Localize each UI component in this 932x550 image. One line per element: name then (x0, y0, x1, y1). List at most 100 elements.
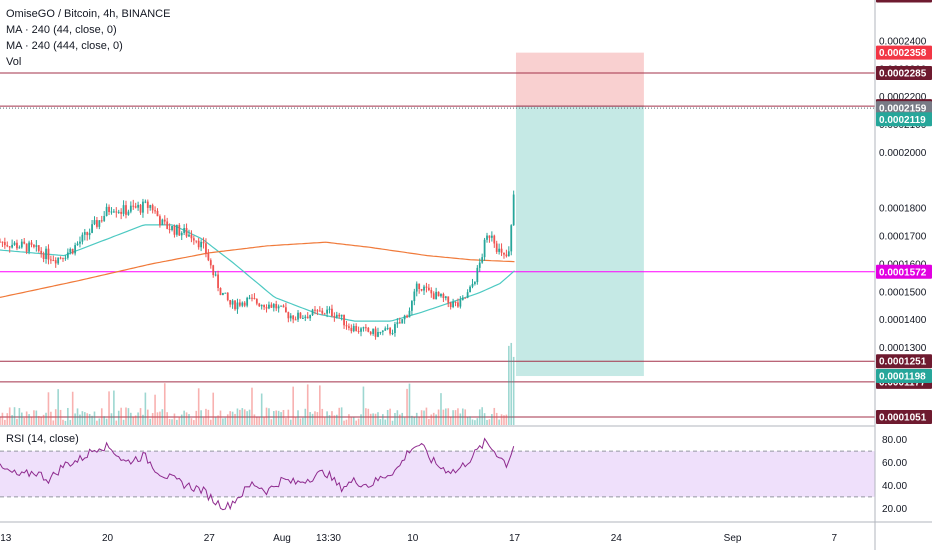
level-badge: 0.0001572 (879, 267, 927, 278)
volume-bar (277, 410, 280, 425)
volume-bar (369, 413, 372, 425)
volume-bar (386, 409, 389, 425)
volume-bar (239, 409, 241, 425)
candle-body (357, 330, 360, 332)
volume-bar (142, 414, 144, 425)
candle-body (260, 304, 263, 307)
volume-bar (328, 415, 331, 425)
candle-body (207, 253, 210, 261)
candle-body (384, 328, 387, 331)
volume-bar (382, 414, 384, 425)
volume-bar (432, 412, 435, 425)
volume-bar (464, 409, 467, 425)
volume-bar (418, 417, 420, 425)
candle-body (389, 327, 391, 334)
volume-bar (183, 410, 185, 425)
volume-bar (415, 412, 418, 425)
candle-body (493, 235, 496, 244)
volume-bar (498, 419, 500, 425)
candle-body (8, 246, 11, 248)
volume-bar (251, 387, 253, 425)
volume-bar (110, 413, 113, 425)
time-tick-label: Sep (724, 533, 742, 544)
candle-body (214, 274, 217, 276)
candle-body (457, 302, 459, 307)
candle-body (25, 243, 28, 252)
volume-bar (209, 419, 212, 425)
candle-body (331, 308, 333, 317)
volume-bar (1, 412, 4, 425)
volume-bar (445, 408, 447, 425)
candle-body (476, 267, 479, 283)
candle-body (200, 241, 203, 248)
level-badge-bg (876, 66, 932, 80)
volume-bar (306, 384, 309, 425)
volume-bar (379, 419, 382, 425)
candle-body (192, 238, 195, 241)
candle-body (20, 241, 23, 248)
volume-bar (113, 390, 115, 425)
candle-body (76, 243, 79, 246)
candle-body (132, 205, 135, 207)
volume-bar (64, 420, 67, 425)
volume-bar (154, 394, 156, 425)
volume-bar (396, 410, 399, 425)
candle-body (1, 241, 4, 243)
candle-body (275, 304, 278, 309)
volume-bar (139, 408, 142, 425)
candle-body (364, 327, 367, 329)
candle-body (88, 232, 91, 236)
candle-body (151, 205, 154, 211)
candle-body (289, 315, 292, 319)
candle-body (309, 315, 312, 319)
volume-bar (161, 409, 164, 425)
volume-bar (311, 413, 314, 425)
candle-body (510, 225, 513, 252)
volume-bar (195, 410, 198, 425)
candle-body (396, 322, 399, 325)
price-badges: 0.00025630.00022850.00021660.00015720.00… (876, 0, 932, 424)
candle-body (406, 315, 408, 318)
candle-body (219, 288, 222, 296)
candle-body (377, 332, 379, 337)
candle-body (134, 206, 137, 208)
volume-bar (309, 412, 311, 425)
volume-bar (423, 410, 425, 425)
volume-bar (57, 389, 59, 425)
price-tick-label: 0.0002000 (879, 148, 927, 159)
candle-body (110, 211, 113, 213)
level-badge: 0.0001051 (879, 413, 927, 424)
volume-bar (285, 418, 287, 425)
price-tick-label: 0.0001700 (879, 232, 927, 243)
volume-bar (289, 419, 292, 425)
candle-body (464, 297, 467, 299)
volume-bar (6, 413, 9, 425)
rsi-legend: RSI (14, close) (6, 433, 79, 445)
volume-bar (226, 414, 229, 425)
candle-body (202, 241, 205, 244)
candle-body (292, 315, 295, 320)
price-tick-label: 0.0002200 (879, 92, 927, 103)
candle-body (18, 247, 21, 249)
candle-body (144, 201, 147, 203)
candle-body (394, 324, 396, 334)
candle-body (52, 260, 55, 262)
candle-body (168, 228, 171, 230)
candle-body (178, 225, 181, 236)
candle-body (205, 243, 207, 254)
candle-body (258, 303, 261, 307)
candle-body (163, 219, 166, 222)
candle-body (122, 205, 125, 214)
volume-bar (459, 413, 462, 425)
time-tick-label: Aug (273, 533, 291, 544)
volume-bar (437, 409, 440, 425)
volume-bar (474, 420, 476, 425)
candle-body (79, 241, 81, 244)
candles (0, 190, 515, 340)
volume-bar (130, 412, 132, 425)
candle-body (452, 301, 454, 308)
candle-body (251, 297, 253, 299)
marker-badge-bg (876, 101, 932, 116)
volume-bar (93, 411, 96, 425)
